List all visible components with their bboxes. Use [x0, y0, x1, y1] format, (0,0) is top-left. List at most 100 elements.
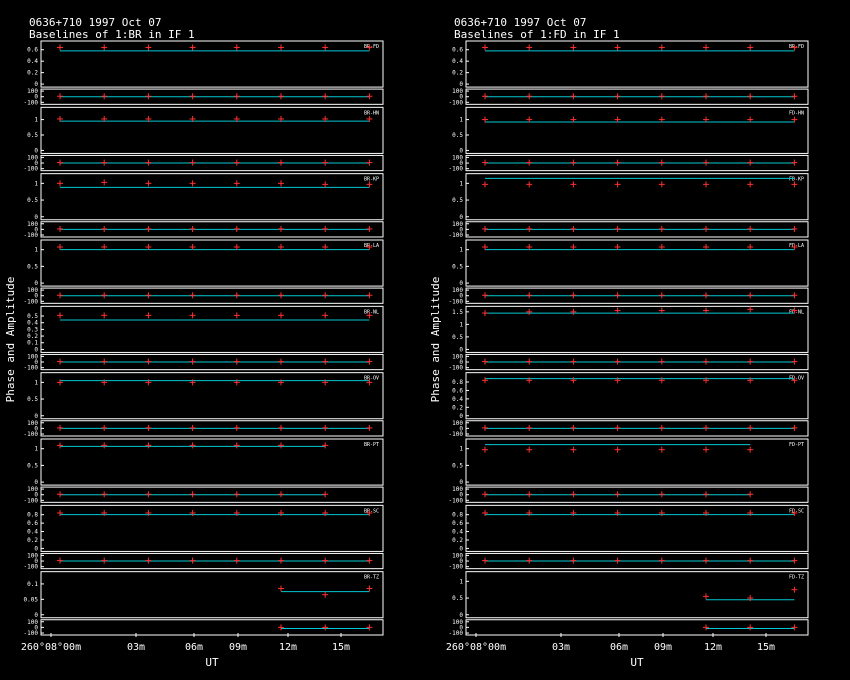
phase-data-point — [658, 292, 665, 299]
amp-data-point — [189, 312, 196, 319]
amp-tick-label: 0 — [459, 214, 463, 221]
phase-data-point — [233, 358, 240, 365]
amp-data-point — [57, 442, 63, 449]
amp-data-point — [791, 509, 798, 516]
phase-data-point — [570, 424, 577, 431]
amp-tick-label: 0.5 — [452, 132, 463, 139]
amp-tick-label: 0.2 — [452, 70, 463, 77]
phase-data-point — [703, 424, 709, 431]
phase-data-point — [101, 159, 108, 166]
phase-data-point — [322, 93, 329, 100]
amp-tick-label: 1 — [34, 180, 38, 187]
amp-data-point — [322, 44, 329, 51]
amp-data-point — [145, 244, 152, 251]
x-tick-label: 06m — [610, 642, 628, 653]
phase-frame — [40, 619, 384, 636]
phase-data-point — [526, 225, 533, 232]
amp-data-point — [57, 44, 63, 51]
amp-data-point — [747, 377, 754, 384]
amp-tick-label: 0.6 — [27, 520, 38, 527]
phase-tick-label: 0 — [34, 492, 38, 499]
phase-data-point — [614, 557, 621, 564]
amplitude-frame — [465, 305, 809, 353]
phase-data-point — [703, 93, 709, 100]
amplitude-frame — [40, 372, 384, 420]
phase-data-point — [658, 159, 665, 166]
amp-data-point — [233, 379, 240, 386]
phase-tick-label: -100 — [449, 564, 464, 571]
phase-data-point — [101, 557, 108, 564]
phase-data-point — [101, 292, 108, 299]
phase-data-point — [703, 491, 709, 498]
amp-tick-label: 0.3 — [27, 326, 38, 333]
amp-tick-label: 0 — [459, 479, 463, 486]
amp-data-point — [482, 509, 488, 516]
amplitude-frame — [465, 438, 809, 486]
amp-data-point — [570, 181, 577, 188]
baseline-label: FD-SC — [789, 508, 804, 514]
amp-data-point — [233, 442, 240, 449]
amplitude-frame — [40, 305, 384, 353]
amp-data-point — [570, 44, 577, 51]
phase-tick-label: -100 — [449, 232, 464, 239]
amp-data-point — [366, 585, 373, 592]
amp-tick-label: 0 — [34, 280, 38, 287]
phase-tick-label: -100 — [449, 431, 464, 438]
amplitude-frame — [465, 106, 809, 154]
amp-data-point — [747, 446, 754, 453]
phase-tick-label: -100 — [24, 99, 39, 106]
phase-data-point — [366, 358, 373, 365]
phase-data-point — [614, 225, 621, 232]
phase-data-point — [278, 292, 284, 299]
phase-data-point — [791, 93, 798, 100]
phase-data-point — [614, 93, 621, 100]
amp-tick-label: 0.8 — [452, 512, 463, 519]
phase-data-point — [703, 225, 709, 232]
baseline-label: BR-SC — [364, 508, 379, 514]
baseline-label: BR-NL — [364, 309, 379, 315]
amp-data-point — [57, 180, 63, 187]
phase-tick-label: 0 — [34, 226, 38, 233]
amp-data-point — [322, 509, 329, 516]
amp-data-point — [278, 442, 284, 449]
amp-data-point — [570, 446, 577, 453]
phase-data-point — [526, 358, 533, 365]
phase-data-point — [526, 159, 533, 166]
phase-data-point — [233, 424, 240, 431]
phase-tick-label: 0 — [34, 160, 38, 167]
phase-data-point — [747, 225, 754, 232]
phase-data-point — [570, 159, 577, 166]
phase-tick-label: -100 — [449, 166, 464, 173]
x-tick-label: 260°08°00m — [21, 642, 81, 653]
amp-data-point — [189, 509, 196, 516]
x-tick-label: 06m — [185, 642, 203, 653]
amp-tick-label: 1 — [34, 117, 38, 124]
phase-data-point — [278, 159, 284, 166]
x-tick-label: 260°08°00m — [446, 642, 506, 653]
phase-data-point — [189, 491, 196, 498]
phase-data-point — [747, 93, 754, 100]
amp-data-point — [614, 116, 621, 123]
amp-tick-label: 0 — [459, 147, 463, 154]
phase-data-point — [145, 358, 152, 365]
phase-tick-label: 100 — [452, 353, 463, 360]
phase-data-point — [791, 424, 798, 431]
amp-data-point — [101, 179, 108, 186]
phase-tick-label: 0 — [459, 293, 463, 300]
phase-data-point — [322, 491, 329, 498]
phase-data-point — [189, 225, 196, 232]
phase-data-point — [145, 159, 152, 166]
phase-data-point — [570, 292, 577, 299]
amp-data-point — [614, 446, 621, 453]
x-tick-label: 09m — [229, 642, 247, 653]
phase-data-point — [57, 358, 63, 365]
phase-tick-label: 100 — [27, 154, 38, 161]
phase-data-point — [614, 358, 621, 365]
amp-data-point — [189, 44, 196, 51]
phase-tick-label: 0 — [459, 624, 463, 631]
